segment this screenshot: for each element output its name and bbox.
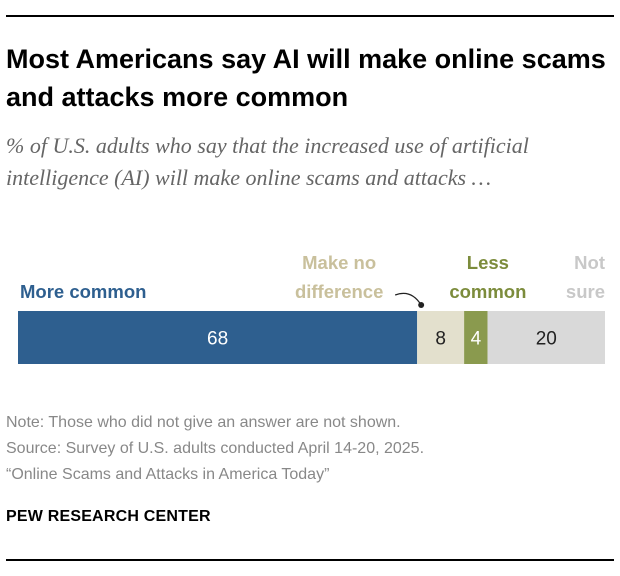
category-label-less-common: Less common bbox=[449, 252, 526, 302]
value-label-more-common: 68 bbox=[207, 329, 228, 350]
chart-title: Most Americans say AI will make online s… bbox=[6, 44, 606, 112]
value-label-less-common: 4 bbox=[471, 329, 482, 350]
make-no-difference-connector bbox=[394, 292, 422, 306]
chart-subtitle: % of U.S. adults who say that the increa… bbox=[6, 133, 529, 190]
bar-more-common bbox=[18, 311, 418, 364]
bottom-rule bbox=[6, 559, 614, 561]
value-label-make-no-difference: 8 bbox=[435, 329, 446, 350]
report-title-line: “Online Scams and Attacks in America Tod… bbox=[6, 466, 330, 483]
bar-not-sure bbox=[487, 311, 605, 364]
make-no-difference-connector-dot bbox=[418, 302, 425, 308]
source-line: Source: Survey of U.S. adults conducted … bbox=[6, 440, 425, 457]
category-label-make-no-difference: Make no difference bbox=[295, 252, 383, 302]
bar-less-common bbox=[464, 311, 488, 364]
value-label-not-sure: 20 bbox=[536, 329, 557, 350]
bar-make-no-difference bbox=[417, 311, 465, 364]
top-rule bbox=[6, 15, 614, 17]
brand-name: PEW RESEARCH CENTER bbox=[6, 508, 211, 525]
chart-notes: Note: Those who did not give an answer a… bbox=[6, 410, 424, 488]
category-label-more-common: More common bbox=[20, 281, 146, 302]
category-label-not-sure: Not sure bbox=[566, 252, 605, 302]
note-line: Note: Those who did not give an answer a… bbox=[6, 414, 401, 431]
stacked-bar-chart: 68 8 4 20 More common Make no difference Less co… bbox=[18, 252, 605, 364]
